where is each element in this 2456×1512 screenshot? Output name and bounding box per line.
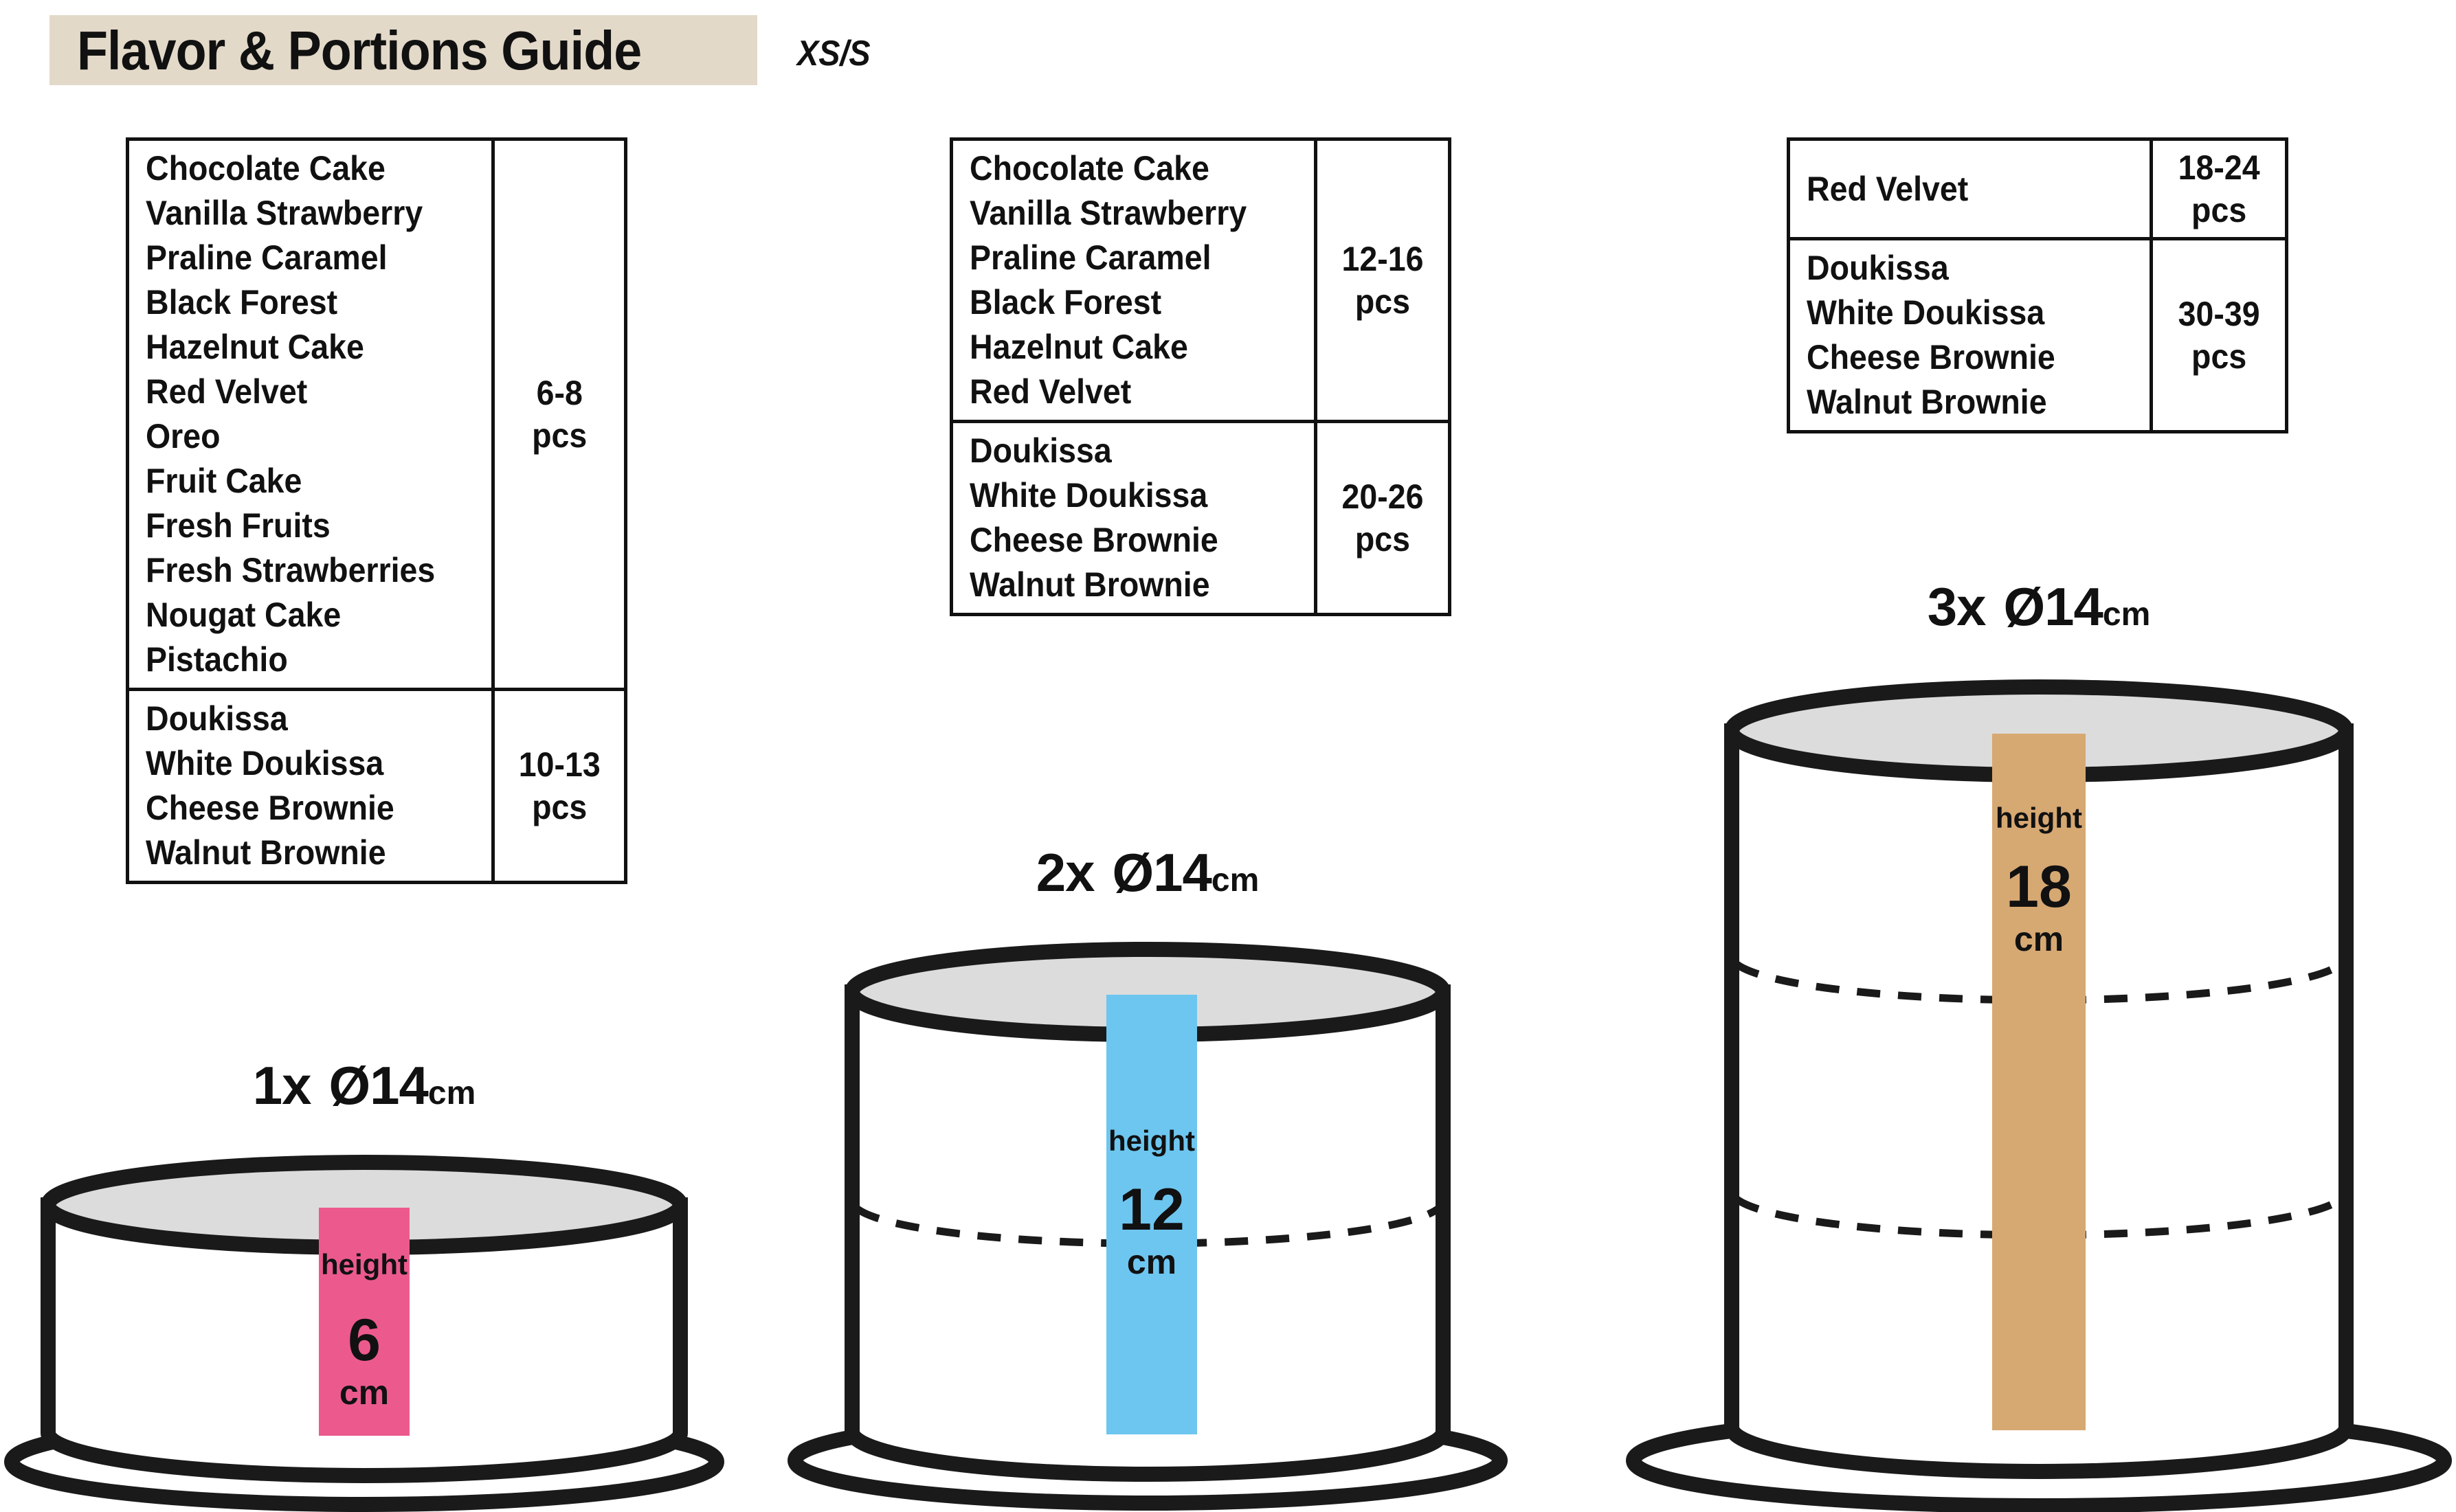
height-word-2x: height bbox=[1108, 1125, 1195, 1157]
portion-count-cell: 10-13 pcs bbox=[491, 688, 628, 884]
flavor-item: Vanilla Strawberry bbox=[970, 194, 1247, 232]
flavor-item: White Doukissa bbox=[146, 744, 384, 782]
flavor-item: White Doukissa bbox=[970, 476, 1208, 515]
flavor-item: Walnut Brownie bbox=[970, 565, 1210, 604]
flavor-item: Nougat Cake bbox=[146, 596, 342, 634]
cake-illustration-1x bbox=[4, 1155, 724, 1512]
cake-illustration-2x bbox=[788, 942, 1508, 1511]
height-band-3x bbox=[1992, 734, 2086, 1430]
flavor-cell: Doukissa White Doukissa Cheese Brownie W… bbox=[949, 420, 1318, 616]
flavor-item: Hazelnut Cake bbox=[970, 328, 1188, 366]
table-row: Chocolate Cake Vanilla Strawberry Pralin… bbox=[126, 137, 628, 691]
page-title: Flavor & Portions Guide bbox=[77, 20, 642, 81]
flavor-item: Red Velvet bbox=[1807, 169, 1969, 208]
flavor-item: Red Velvet bbox=[146, 372, 308, 411]
cake-diameter-label: Ø14 bbox=[1112, 842, 1212, 903]
height-word-1x: height bbox=[321, 1248, 408, 1280]
height-unit-2x: cm bbox=[1126, 1243, 1177, 1281]
flavor-item: White Doukissa bbox=[1807, 293, 2045, 332]
portion-count-value: 10-13 bbox=[518, 745, 601, 784]
table-row: Red Velvet 18-24 pcs bbox=[1787, 137, 2289, 240]
flavor-item: Fresh Fruits bbox=[146, 506, 331, 545]
portion-count-cell: 18-24 pcs bbox=[2149, 137, 2289, 240]
flavor-item: Black Forest bbox=[970, 283, 1162, 321]
height-value-1x: 6 bbox=[348, 1307, 381, 1373]
title-banner bbox=[49, 15, 757, 85]
flavor-item: Vanilla Strawberry bbox=[146, 194, 423, 232]
cake-diameter-unit: cm bbox=[427, 1075, 476, 1112]
flavor-item: Chocolate Cake bbox=[970, 149, 1209, 188]
cake-label-2x: 2x Ø14cm bbox=[783, 842, 1512, 904]
flavor-item: Doukissa bbox=[146, 699, 288, 738]
flavor-item: Cheese Brownie bbox=[1807, 338, 2055, 376]
portion-count-value: 30-39 bbox=[2178, 295, 2260, 333]
cake-diagram-2x: 2x Ø14cm height 12 cm bbox=[783, 842, 1512, 1512]
table-row: Chocolate Cake Vanilla Strawberry Pralin… bbox=[949, 137, 1451, 423]
height-value-2x: 12 bbox=[1119, 1177, 1185, 1243]
flavor-item: Fresh Strawberries bbox=[146, 551, 436, 589]
height-word-3x: height bbox=[1996, 802, 2082, 834]
portion-count-cell: 30-39 pcs bbox=[2149, 237, 2289, 433]
flavor-cell: Doukissa White Doukissa Cheese Brownie W… bbox=[1787, 237, 2153, 433]
flavor-item: Cheese Brownie bbox=[146, 789, 394, 827]
portions-table-l: Red Velvet 18-24 pcs Doukissa White Douk… bbox=[1787, 137, 2289, 433]
cake-diagram-3x: 3x Ø14cm height 18 cm bbox=[1622, 576, 2456, 1512]
table-row: Doukissa White Doukissa Cheese Brownie W… bbox=[126, 688, 628, 884]
portion-count-unit: pcs bbox=[1354, 520, 1411, 558]
portion-count-unit: pcs bbox=[531, 416, 587, 455]
flavor-item: Oreo bbox=[146, 417, 221, 455]
portion-count-cell: 6-8 pcs bbox=[491, 137, 628, 691]
portion-count-cell: 20-26 pcs bbox=[1314, 420, 1451, 616]
size-tag: XS/S bbox=[797, 34, 871, 74]
portions-table-xs: Chocolate Cake Vanilla Strawberry Pralin… bbox=[126, 137, 628, 884]
flavor-item: Black Forest bbox=[146, 283, 338, 321]
flavor-cell: Chocolate Cake Vanilla Strawberry Pralin… bbox=[949, 137, 1318, 423]
portion-count-value: 18-24 bbox=[2178, 148, 2260, 187]
cake-diameter-unit: cm bbox=[1211, 862, 1260, 899]
cake-label-3x: 3x Ø14cm bbox=[1622, 576, 2456, 638]
portion-count-unit: pcs bbox=[2191, 337, 2246, 376]
flavor-item: Doukissa bbox=[1807, 249, 1949, 287]
height-unit-1x: cm bbox=[339, 1373, 390, 1412]
cake-label-1x: 1x Ø14cm bbox=[0, 1054, 728, 1117]
height-band-1x bbox=[319, 1208, 410, 1436]
flavor-item: Chocolate Cake bbox=[146, 149, 386, 188]
flavor-item: Red Velvet bbox=[970, 372, 1132, 411]
cake-diameter-label: Ø14 bbox=[2003, 576, 2103, 637]
cake-layers-label: 3x bbox=[1927, 576, 1987, 637]
cake-illustration-3x bbox=[1626, 679, 2452, 1512]
cake-layers-label: 2x bbox=[1036, 842, 1095, 903]
flavor-cell: Red Velvet bbox=[1787, 137, 2153, 240]
cake-diameter-unit: cm bbox=[2102, 596, 2151, 633]
flavor-item: Doukissa bbox=[970, 431, 1112, 470]
table-row: Doukissa White Doukissa Cheese Brownie W… bbox=[949, 420, 1451, 616]
cake-layers-label: 1x bbox=[252, 1055, 312, 1116]
table-row: Doukissa White Doukissa Cheese Brownie W… bbox=[1787, 237, 2289, 433]
flavor-cell: Doukissa White Doukissa Cheese Brownie W… bbox=[126, 688, 495, 884]
cake-diagram-1x: 1x Ø14cm height 6 cm bbox=[0, 1055, 728, 1512]
flavor-cell: Chocolate Cake Vanilla Strawberry Pralin… bbox=[126, 137, 495, 691]
portion-count-cell: 12-16 pcs bbox=[1314, 137, 1451, 423]
flavor-item: Walnut Brownie bbox=[1807, 383, 2047, 421]
portion-count-unit: pcs bbox=[531, 788, 587, 826]
flavor-item: Cheese Brownie bbox=[970, 521, 1218, 559]
flavor-item: Hazelnut Cake bbox=[146, 328, 364, 366]
portion-count-value: 6-8 bbox=[536, 374, 583, 412]
portions-table-m: Chocolate Cake Vanilla Strawberry Pralin… bbox=[949, 137, 1451, 616]
height-unit-3x: cm bbox=[2013, 920, 2064, 958]
portion-count-value: 12-16 bbox=[1341, 240, 1424, 278]
flavor-item: Walnut Brownie bbox=[146, 833, 386, 872]
portion-count-unit: pcs bbox=[1354, 282, 1411, 321]
flavor-item: Pistachio bbox=[146, 640, 288, 679]
height-band-2x bbox=[1106, 995, 1197, 1434]
portion-count-unit: pcs bbox=[2191, 191, 2246, 229]
flavor-item: Praline Caramel bbox=[970, 238, 1212, 277]
cake-diameter-label: Ø14 bbox=[328, 1055, 428, 1116]
height-value-3x: 18 bbox=[2006, 854, 2072, 920]
flavor-item: Fruit Cake bbox=[146, 462, 302, 500]
flavor-item: Praline Caramel bbox=[146, 238, 388, 277]
portion-count-value: 20-26 bbox=[1341, 477, 1424, 516]
